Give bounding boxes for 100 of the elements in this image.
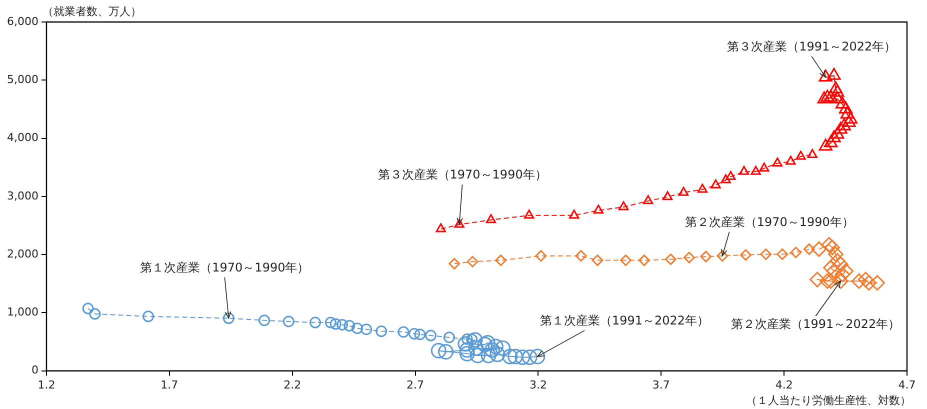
annotation: 第１次産業（1991～2022年） [540,314,710,328]
x-tick-label: 3.7 [652,378,670,392]
point [470,348,486,364]
point [851,273,867,289]
point [828,246,844,262]
point [678,186,689,196]
point [683,252,695,264]
y-tick-label: 3,000 [6,189,38,202]
point [638,254,650,266]
point [818,70,832,82]
point [821,237,837,253]
point [459,346,475,362]
point [827,68,841,80]
point [838,102,853,114]
point [817,91,831,104]
annotation: 第３次産業（1991～2022年） [727,39,896,54]
point [530,348,546,364]
point [258,314,270,326]
point [830,253,846,269]
point [738,166,750,175]
x-tick-label: 1.7 [160,378,178,392]
x-tick-label: 4.7 [898,378,916,392]
point [834,266,850,282]
point [514,350,530,366]
y-tick-label: 2,000 [6,247,38,260]
point [823,273,839,289]
point [823,260,839,276]
point [820,90,834,102]
point [838,263,854,279]
point [796,150,806,160]
point [760,248,772,260]
point [467,332,483,348]
point [842,115,856,128]
point [726,170,736,180]
point [569,210,580,219]
point [824,240,840,256]
point [282,316,294,328]
annotation: 第２次産業（1970～1990年） [684,214,854,229]
point [490,346,506,362]
point [468,340,484,356]
point [436,223,446,232]
point [466,256,478,268]
point [858,272,874,288]
point [522,350,538,366]
point [716,250,728,262]
point [618,201,629,210]
point [448,258,460,270]
point [484,342,500,358]
point [697,184,708,193]
point [786,156,796,165]
point [82,302,94,314]
point [776,248,788,260]
point [720,174,731,184]
y-tick-label: 6,000 [6,14,38,28]
point [840,106,854,119]
point [459,342,475,358]
x-tick-label: 2.2 [284,378,302,392]
point [832,273,848,289]
point [710,179,721,188]
point [425,330,437,342]
point [575,250,587,262]
point [830,84,844,97]
y-axis-title: （就業者数、万人） [42,5,142,18]
point [438,344,454,360]
point [790,246,802,258]
point [620,254,632,266]
x-tick-label: 4.2 [775,378,793,392]
x-tick-label: 1.2 [38,378,56,392]
y-tick-label: 0 [31,364,38,377]
point [861,275,877,291]
point [488,338,504,354]
point [344,320,356,332]
point [807,149,818,158]
annotation: 第２次産業（1991～2022年） [731,317,900,332]
point [443,332,455,344]
point [502,348,518,364]
point [330,318,342,330]
point [352,322,364,334]
point [495,254,507,266]
point [827,130,841,142]
point [837,118,851,130]
point [398,326,410,338]
x-axis-title: （１人当たり労働生産性、対数） [746,394,911,407]
point [324,316,336,328]
point [414,328,426,340]
x-tick-label: 2.7 [406,378,424,392]
point [430,342,446,358]
point [376,326,388,338]
point [836,96,850,108]
point [740,249,752,261]
point [811,241,827,257]
point [360,324,372,336]
point [828,81,843,94]
point [89,308,101,320]
point [830,126,844,139]
point [593,204,604,214]
point [818,138,832,151]
point [142,310,154,322]
point [664,254,676,266]
annotation: 第３次産業（1970～1990年） [378,168,547,182]
